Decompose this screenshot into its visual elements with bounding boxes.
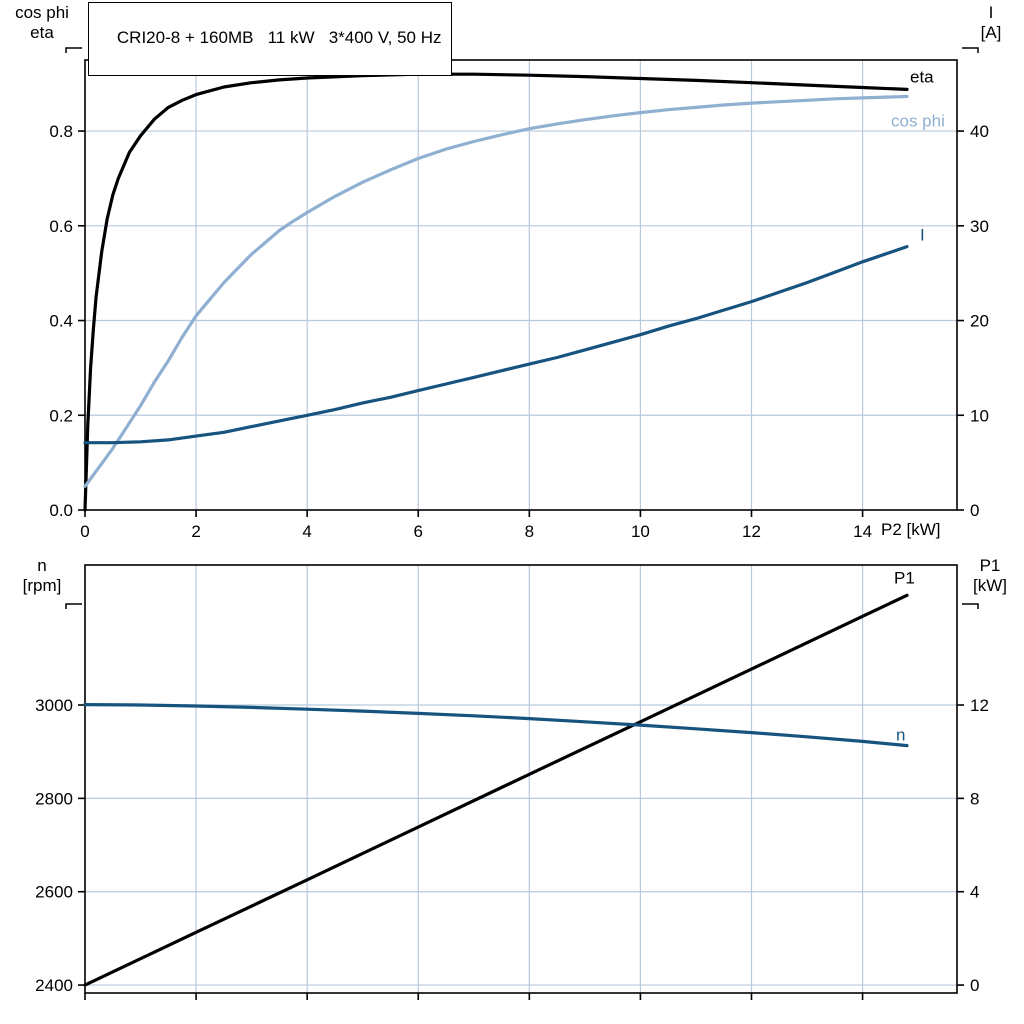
- right-axis-title-line2: [A]: [980, 23, 1002, 42]
- x-axis-tick-label: 4: [302, 522, 311, 541]
- top-chart-right-axis-title: I [A]: [964, 3, 1018, 43]
- x-axis-tick-label: 0: [80, 522, 89, 541]
- curve-cos-phi: [83, 94, 909, 488]
- left-axis-tick-label: 0.2: [49, 406, 73, 425]
- axis-corner-mark: [65, 603, 82, 609]
- x-axis-tick-label: 12: [742, 522, 761, 541]
- x-axis-tick-label: 6: [414, 522, 423, 541]
- left-axis-tick-label: 0.6: [49, 217, 73, 236]
- plot-frame: [84, 564, 958, 994]
- right-axis-title-line1: I: [988, 3, 994, 22]
- right-axis-title-line1: P1: [979, 556, 1001, 575]
- top-chart-x-axis-label: P2 [kW]: [881, 520, 941, 539]
- top-chart-left-axis-title: cos phi eta: [6, 3, 78, 43]
- axis-corner-mark: [962, 603, 979, 609]
- right-axis-tick-label: 20: [970, 312, 989, 331]
- left-axis-title-line1: cos phi: [15, 3, 69, 22]
- left-axis-title-line1: n: [37, 556, 47, 575]
- left-axis-tick-label: 0.4: [49, 312, 73, 331]
- x-axis-tick-label: 2: [191, 522, 200, 541]
- curve-P1: [83, 593, 909, 987]
- left-axis-tick-label: 3000: [35, 696, 73, 715]
- right-axis-tick-label: 8: [970, 789, 979, 808]
- chart-title: CRI20-8 + 160MB 11 kW 3*400 V, 50 Hz: [116, 28, 442, 47]
- right-axis-tick-label: 12: [970, 696, 989, 715]
- curve-label-cos-phi: cos phi: [891, 111, 945, 130]
- curve-I: [83, 245, 909, 445]
- bottom-chart-left-axis-title: n [rpm]: [6, 556, 78, 596]
- curve-n: [83, 702, 909, 748]
- x-axis-tick-label: 8: [525, 522, 534, 541]
- chart-title-box: CRI20-8 + 160MB 11 kW 3*400 V, 50 Hz: [88, 2, 452, 76]
- plot-frame: [84, 59, 958, 511]
- left-axis-title-line2: eta: [30, 23, 54, 42]
- bottom-chart-right-axis-title: P1 [kW]: [960, 556, 1020, 596]
- curve-label-n: n: [896, 726, 905, 745]
- right-axis-title-line2: [kW]: [973, 576, 1007, 595]
- right-axis-tick-label: 0: [970, 501, 979, 520]
- left-axis-tick-label: 2600: [35, 883, 73, 902]
- left-axis-tick-label: 0.8: [49, 122, 73, 141]
- right-axis-tick-label: 4: [970, 883, 979, 902]
- x-axis-tick-label: 10: [631, 522, 650, 541]
- curve-label-eta: eta: [910, 67, 934, 86]
- curve-label-P1: P1: [894, 568, 915, 587]
- right-axis-tick-label: 30: [970, 217, 989, 236]
- left-axis-tick-label: 2400: [35, 976, 73, 995]
- axis-corner-mark: [962, 47, 979, 53]
- right-axis-tick-label: 10: [970, 406, 989, 425]
- curve-label-I: I: [920, 226, 925, 245]
- left-axis-tick-label: 2800: [35, 789, 73, 808]
- x-axis-tick-label: 14: [853, 522, 872, 541]
- curve-eta: [83, 72, 909, 512]
- right-axis-tick-label: 40: [970, 122, 989, 141]
- left-axis-tick-label: 0.0: [49, 501, 73, 520]
- left-axis-title-line2: [rpm]: [22, 576, 62, 595]
- right-axis-tick-label: 0: [970, 976, 979, 995]
- axis-corner-mark: [65, 47, 82, 53]
